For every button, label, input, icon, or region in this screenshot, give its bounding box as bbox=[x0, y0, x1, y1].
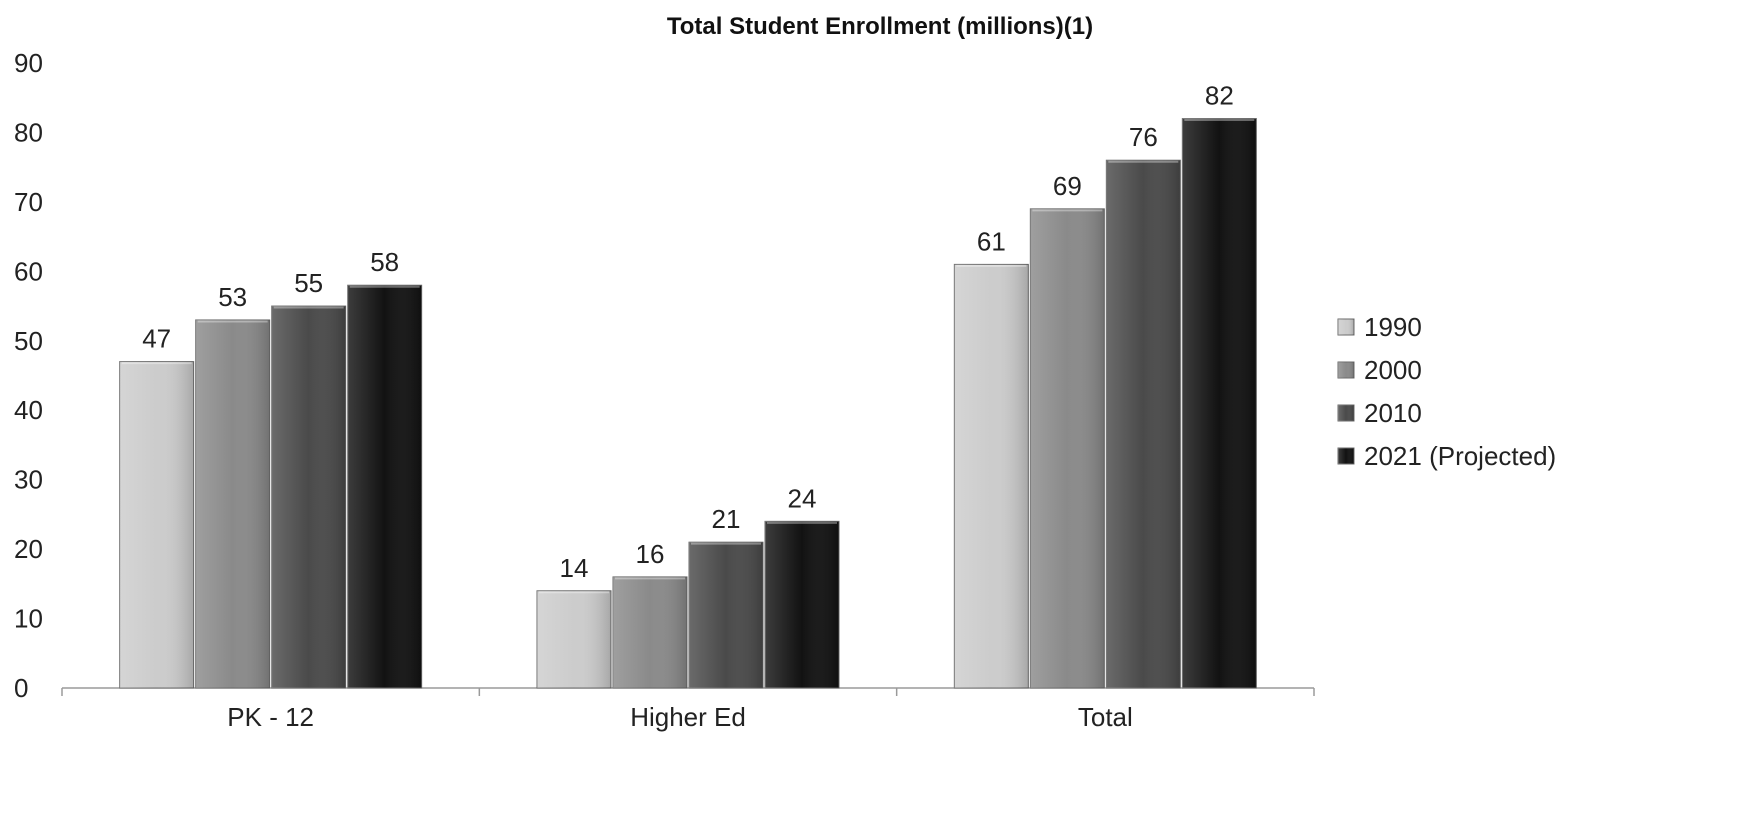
legend-label: 2000 bbox=[1364, 355, 1422, 385]
data-label-pk-12-2021-projected: 58 bbox=[370, 247, 399, 277]
legend-swatch-shading bbox=[1338, 448, 1354, 464]
legend-item-2010: 2010 bbox=[1337, 398, 1422, 428]
bar-shading bbox=[765, 521, 839, 688]
bar-shading bbox=[1106, 160, 1181, 688]
legend-item-1990: 1990 bbox=[1337, 312, 1422, 342]
bar-shading bbox=[954, 264, 1029, 688]
y-tick-label-10: 10 bbox=[14, 604, 43, 634]
data-label-higher-ed-2010: 21 bbox=[712, 504, 741, 534]
category-label-total: Total bbox=[1078, 702, 1133, 732]
chart-title: Total Student Enrollment (millions)(1) bbox=[667, 13, 1093, 40]
category-label-pk-12: PK - 12 bbox=[227, 702, 314, 732]
legend-swatch-shading bbox=[1338, 319, 1354, 335]
bar-total-2021-projected bbox=[1181, 118, 1257, 689]
bar-higher-ed-2000 bbox=[612, 576, 688, 689]
y-tick-label-40: 40 bbox=[14, 395, 43, 425]
legend-label: 2021 (Projected) bbox=[1364, 441, 1556, 471]
legend-label: 1990 bbox=[1364, 312, 1422, 342]
bar-shading bbox=[119, 361, 194, 688]
legend: 1990 2000 2010 2021 (Projected) bbox=[1337, 312, 1556, 471]
y-tick-label-0: 0 bbox=[14, 673, 28, 703]
data-label-total-2021-projected: 82 bbox=[1205, 81, 1234, 111]
data-label-higher-ed-2000: 16 bbox=[636, 539, 665, 569]
data-label-total-2000: 69 bbox=[1053, 171, 1082, 201]
bar-higher-ed-2010 bbox=[688, 541, 764, 689]
bar-pk-12-1990 bbox=[119, 361, 195, 689]
y-tick-label-20: 20 bbox=[14, 534, 43, 564]
bar-total-1990 bbox=[953, 263, 1029, 689]
legend-swatch-shading bbox=[1338, 362, 1354, 378]
bar-pk-12-2000 bbox=[195, 319, 271, 689]
y-tick-label-90: 90 bbox=[14, 48, 43, 78]
bar-total-2000 bbox=[1029, 208, 1105, 689]
bar-shading bbox=[689, 542, 763, 688]
bar-total-2010 bbox=[1105, 159, 1181, 689]
data-label-pk-12-2000: 53 bbox=[218, 282, 247, 312]
y-tick-label-70: 70 bbox=[14, 187, 43, 217]
bar-shading bbox=[613, 576, 687, 688]
legend-item-2000: 2000 bbox=[1337, 355, 1422, 385]
bar-pk-12-2021-projected bbox=[347, 284, 423, 689]
legend-swatch-shading bbox=[1338, 405, 1354, 421]
y-tick-label-80: 80 bbox=[14, 117, 43, 147]
bar-pk-12-2010 bbox=[271, 305, 347, 689]
bar-shading bbox=[347, 285, 422, 688]
y-tick-label-30: 30 bbox=[14, 465, 43, 495]
bar-higher-ed-1990 bbox=[536, 590, 612, 689]
category-label-higher-ed: Higher Ed bbox=[630, 702, 746, 732]
bars bbox=[119, 118, 1257, 689]
data-label-total-1990: 61 bbox=[977, 226, 1006, 256]
legend-item-2021-projected: 2021 (Projected) bbox=[1337, 441, 1556, 471]
bar-shading bbox=[1182, 118, 1257, 689]
y-tick-label-50: 50 bbox=[14, 326, 43, 356]
data-labels: 47 53 55 58 14 16 21 24 61 69 76 82 bbox=[142, 81, 1234, 583]
bar-shading bbox=[537, 590, 611, 688]
bar-shading bbox=[271, 306, 346, 688]
axes: 0 10 20 30 40 50 60 70 80 90 PK - 12 Higher Ed Total bbox=[14, 48, 1315, 732]
legend-label: 2010 bbox=[1364, 398, 1422, 428]
y-tick-label-60: 60 bbox=[14, 256, 43, 286]
data-label-higher-ed-1990: 14 bbox=[560, 553, 589, 583]
bar-higher-ed-2021-projected bbox=[764, 520, 840, 689]
data-label-total-2010: 76 bbox=[1129, 122, 1158, 152]
bar-shading bbox=[1030, 208, 1105, 689]
data-label-pk-12-2010: 55 bbox=[294, 268, 323, 298]
data-label-pk-12-1990: 47 bbox=[142, 324, 171, 354]
data-label-higher-ed-2021-projected: 24 bbox=[788, 483, 817, 513]
bar-shading bbox=[195, 319, 270, 688]
